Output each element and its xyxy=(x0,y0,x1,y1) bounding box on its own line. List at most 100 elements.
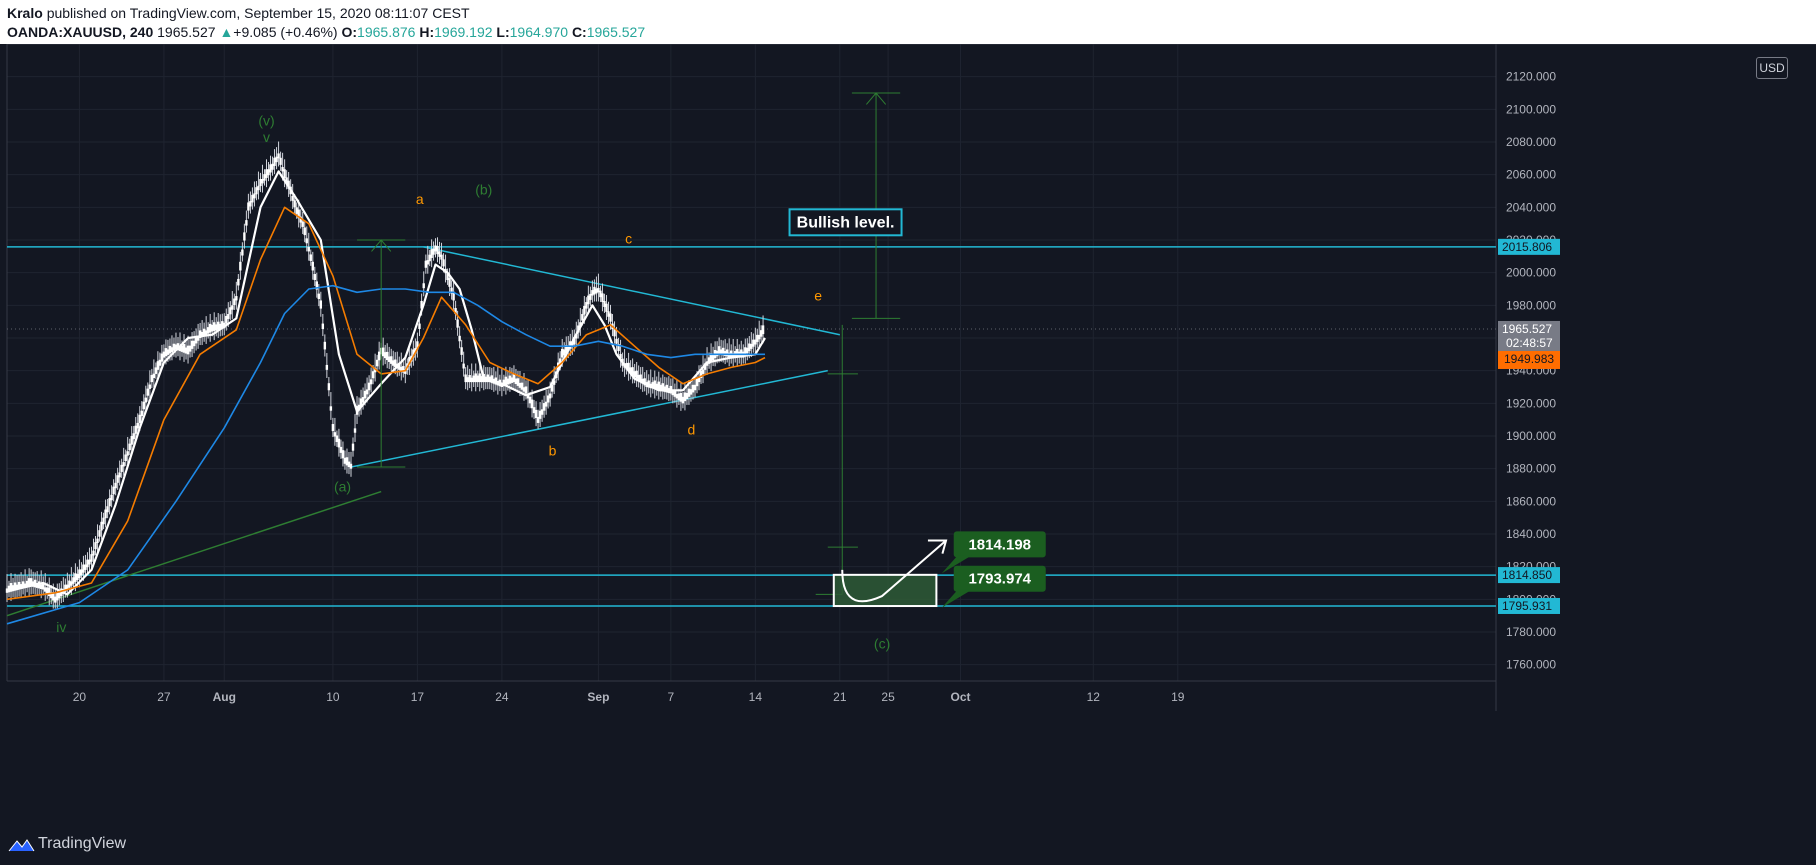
price-bar-body xyxy=(104,509,107,519)
hidden-price-tag-bg xyxy=(1498,346,1560,369)
price-bar-body xyxy=(719,349,723,355)
price-bar-body xyxy=(265,169,268,178)
price-bar-body xyxy=(39,584,43,589)
price-bar-body xyxy=(478,373,481,383)
price-bar-body xyxy=(591,290,594,296)
price-bar-body xyxy=(687,388,691,397)
price-bar-body xyxy=(305,238,308,244)
price-bar-body xyxy=(134,425,137,434)
close-value: 1965.527 xyxy=(586,24,646,40)
y-tick-label: 2060.000 xyxy=(1506,168,1556,182)
price-bar-body xyxy=(657,381,660,391)
price-bar-body xyxy=(398,362,401,370)
price-bar-body xyxy=(7,585,11,593)
price-bar-body xyxy=(245,220,248,226)
price-bar-body xyxy=(152,373,156,379)
wave-label: (v) xyxy=(258,113,274,129)
price-bar-body xyxy=(42,582,45,590)
price-bar-body xyxy=(635,370,638,379)
price-bar-body xyxy=(172,343,176,351)
price-bar-body xyxy=(695,378,699,387)
price-bar-body xyxy=(412,349,415,358)
wave-label: a xyxy=(416,191,424,207)
price-bar-body xyxy=(311,261,314,271)
price-chart[interactable]: 1760.0001780.0001800.0001820.0001840.000… xyxy=(0,44,1816,824)
price-bar-body xyxy=(422,283,425,289)
price-bar-body xyxy=(299,216,302,223)
price-bar-body xyxy=(565,345,568,354)
price-bar-body xyxy=(345,457,349,466)
price-bar-body xyxy=(221,321,224,329)
currency-badge[interactable]: USD xyxy=(1756,57,1788,79)
bullish-level-label: Bullish level. xyxy=(797,214,895,231)
price-bar-body xyxy=(166,349,170,355)
price-bar-body xyxy=(263,174,266,181)
x-tick-label: 20 xyxy=(73,690,87,704)
price-bar-body xyxy=(128,443,131,451)
price-bar-body xyxy=(307,247,310,252)
price-bar-body xyxy=(239,261,242,271)
price-bar-body xyxy=(373,367,377,373)
price-bar-body xyxy=(347,461,351,468)
publication-header: Kralo published on TradingView.com, Sept… xyxy=(0,0,1816,44)
price-bar-body xyxy=(544,401,548,407)
price-bar-body xyxy=(512,373,516,383)
price-bar-body xyxy=(552,380,556,385)
y-tick-label: 1880.000 xyxy=(1506,462,1556,476)
price-bar-body xyxy=(679,393,683,402)
price-bar-body xyxy=(15,584,19,591)
price-bar-body xyxy=(13,582,17,591)
price-bar-body xyxy=(261,179,264,184)
price-bar-body xyxy=(472,375,475,383)
bullish-level-box xyxy=(788,208,903,237)
price-bar-body xyxy=(164,348,168,357)
price-bar-body xyxy=(434,245,437,252)
wave-label: iv xyxy=(56,619,66,635)
price-bar-body xyxy=(746,347,749,354)
price-bar-body xyxy=(561,348,564,358)
price-bar-body xyxy=(66,584,69,590)
price-bar-body xyxy=(659,384,662,391)
price-bar-body xyxy=(404,369,407,374)
price-bar-body xyxy=(277,153,280,159)
author-name[interactable]: Kralo xyxy=(7,5,43,21)
price-bar-body xyxy=(627,362,630,372)
price-bar-body xyxy=(689,389,693,395)
price-bar-body xyxy=(480,376,483,383)
y-tick-label: 2000.000 xyxy=(1506,266,1556,280)
price-bar-body xyxy=(92,550,95,556)
price-bar-body xyxy=(122,462,125,467)
price-bar-body xyxy=(383,352,387,359)
last-price: 1965.527 xyxy=(157,24,216,40)
price-bar-body xyxy=(599,290,602,298)
price-bar-body xyxy=(683,392,687,402)
price-bar-body xyxy=(697,377,701,383)
price-bar-body xyxy=(112,486,115,495)
price-bar-body xyxy=(603,300,606,307)
price-bar-body xyxy=(647,380,650,388)
price-bar-body xyxy=(215,324,218,331)
price-bar-body xyxy=(563,349,566,356)
price-bar-body xyxy=(514,378,518,385)
price-bar-body xyxy=(188,345,192,352)
price-bar-body xyxy=(138,414,141,423)
price-bar-body xyxy=(392,360,395,366)
footer-brand[interactable]: TradingView xyxy=(38,835,127,852)
price-bar-body xyxy=(532,407,536,414)
symbol-name[interactable]: OANDA:XAUUSD, 240 xyxy=(7,24,154,40)
price-bar-body xyxy=(609,313,612,322)
price-bar-body xyxy=(82,564,85,573)
price-bar-body xyxy=(490,375,494,383)
price-bar-body xyxy=(400,366,403,372)
price-bar-body xyxy=(68,580,71,588)
price-bar-body xyxy=(50,592,53,599)
price-bar-body xyxy=(150,375,154,383)
level-price-tag-bg xyxy=(1498,597,1560,614)
price-bar-body xyxy=(351,443,355,451)
tradingview-logo-icon[interactable] xyxy=(7,836,35,854)
price-bar-body xyxy=(402,366,405,373)
price-bar-body xyxy=(210,324,214,332)
price-bar-body xyxy=(709,353,713,362)
price-bar-body xyxy=(142,401,145,410)
price-bar-body xyxy=(685,392,689,399)
